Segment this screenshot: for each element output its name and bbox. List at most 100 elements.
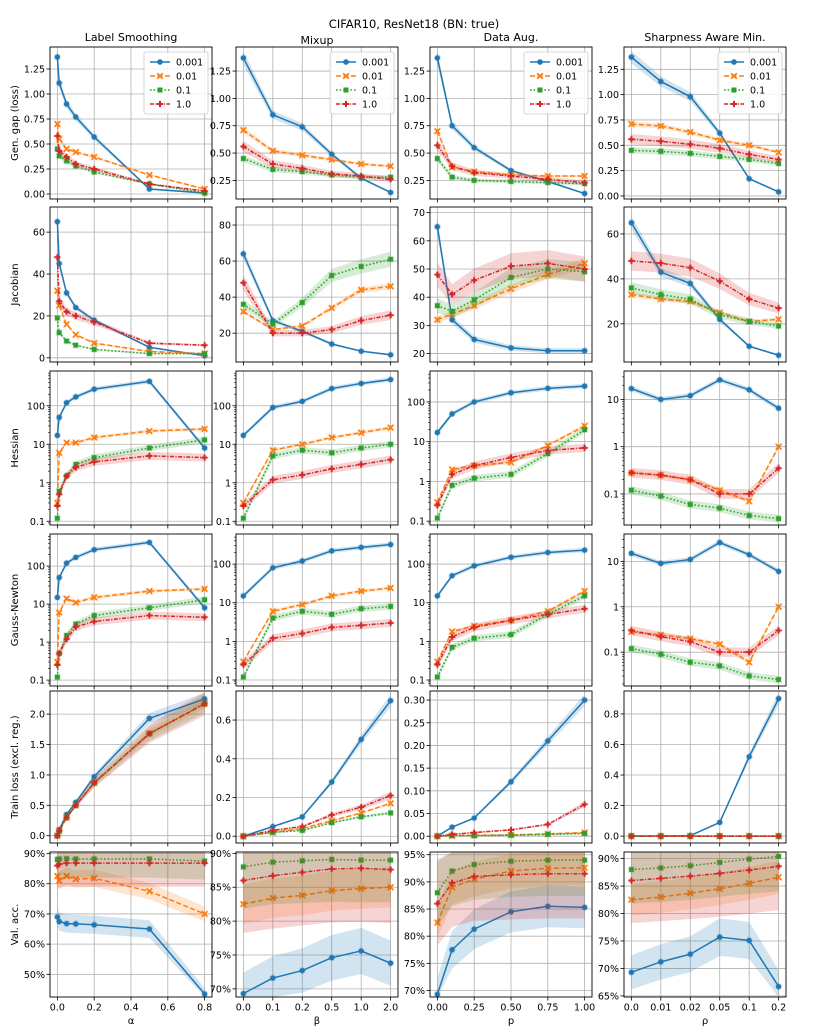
y-tick-label: 10 [219, 598, 231, 609]
point-1.0 [387, 176, 394, 183]
point-0.01 [299, 322, 306, 330]
point-0.01 [470, 302, 478, 309]
axes-frame [623, 533, 787, 687]
point-0.1 [329, 450, 335, 456]
y-tick-label: 0.1 [216, 676, 231, 687]
point-0.01 [90, 434, 98, 441]
point-0.1 [545, 180, 551, 185]
gridlines [50, 691, 212, 843]
y-tick-label: 0.0 [30, 831, 45, 842]
legend-label-0.001: 0.001 [556, 58, 583, 69]
y-tick-label: 1.00 [24, 90, 45, 101]
point-0.01 [357, 160, 365, 168]
series-line-0.01 [631, 123, 779, 154]
legend-marker-0.001 [731, 59, 737, 65]
point-0.01 [775, 149, 782, 156]
point-1.0 [56, 148, 63, 154]
point-0.1 [746, 673, 752, 679]
band-0.001 [243, 927, 391, 997]
point-0.001 [329, 385, 335, 392]
point-1.0 [775, 305, 782, 311]
point-0.01 [146, 427, 153, 435]
point-0.001 [329, 779, 335, 785]
point-0.01 [72, 599, 80, 606]
point-0.001 [434, 429, 440, 436]
point-0.1 [241, 156, 246, 161]
point-1.0 [358, 622, 365, 629]
point-0.001 [63, 290, 70, 296]
point-0.001 [388, 189, 394, 196]
series-line-0.1 [243, 858, 391, 868]
legend-box [717, 51, 783, 115]
point-0.01 [581, 260, 588, 267]
point-0.1 [717, 860, 723, 865]
point-0.01 [581, 587, 588, 595]
point-0.01 [269, 446, 277, 454]
point-0.001 [54, 914, 60, 920]
point-0.1 [746, 513, 752, 518]
series-line-1.0 [436, 872, 585, 905]
point-0.1 [435, 156, 440, 161]
band-0.1 [437, 259, 585, 319]
point-0.01 [328, 887, 335, 894]
point-1.0 [434, 142, 441, 149]
series-line-0.01 [436, 425, 585, 503]
x-tick-label: 0.01 [650, 1003, 671, 1014]
y-tick-label: 0.1 [604, 489, 619, 500]
band-0.01 [631, 860, 779, 916]
band-0.1 [57, 694, 205, 837]
point-0.01 [544, 442, 552, 449]
point-0.001 [388, 376, 394, 383]
y-tick-label: 0.00 [404, 832, 425, 843]
x-tick-label: 0.0 [236, 1003, 251, 1014]
point-0.1 [56, 153, 62, 159]
point-0.01 [628, 896, 635, 904]
point-1.0 [328, 465, 335, 472]
point-0.1 [629, 487, 634, 493]
point-0.01 [357, 885, 365, 892]
y-tick-label: 75% [210, 950, 231, 961]
legend-label-0.001: 0.001 [362, 58, 389, 69]
panel-r5-c0: 50% 60% 70% 80% 90% 0.0 0.2 0.4 0.6 0.8 α Val. acc. [10, 849, 213, 1027]
point-0.001 [717, 539, 723, 546]
point-0.1 [658, 292, 664, 297]
x-tick-label: 0.05 [709, 1003, 730, 1014]
gridlines [624, 691, 786, 843]
y-tick-label: 0.00 [24, 190, 45, 201]
x-tick-label: 0.2 [87, 1003, 102, 1014]
y-tick-label: 0.15 [404, 764, 425, 775]
point-0.001 [270, 565, 276, 571]
point-1.0 [508, 826, 514, 833]
point-0.01 [328, 434, 335, 441]
y-tick-label: 70% [404, 986, 425, 997]
point-0.01 [745, 498, 753, 505]
point-0.001 [146, 186, 153, 192]
y-tick-label: 0 [39, 353, 45, 364]
series-line-0.001 [436, 385, 585, 433]
point-0.01 [146, 587, 153, 595]
point-0.001 [449, 411, 455, 417]
band-0.01 [243, 127, 391, 168]
y-tick-label: 20 [219, 329, 231, 340]
axes-frame [235, 46, 399, 200]
legend-label-0.1: 0.1 [176, 86, 191, 97]
series-line-0.01 [243, 802, 391, 837]
point-1.0 [72, 802, 79, 809]
axes-frame [235, 370, 399, 526]
point-0.1 [329, 273, 335, 278]
band-0.1 [631, 282, 779, 330]
point-1.0 [54, 133, 61, 139]
point-0.01 [357, 286, 365, 294]
point-1.0 [63, 636, 70, 642]
point-1.0 [91, 860, 98, 867]
point-0.1 [55, 674, 60, 680]
point-0.1 [73, 621, 79, 627]
point-1.0 [328, 866, 335, 872]
y-tick-label: 90% [598, 854, 619, 865]
y-tick-label: 0.2 [604, 801, 619, 812]
point-0.001 [358, 948, 364, 954]
point-0.01 [434, 316, 441, 323]
gridlines [622, 371, 786, 525]
point-1.0 [581, 444, 588, 451]
